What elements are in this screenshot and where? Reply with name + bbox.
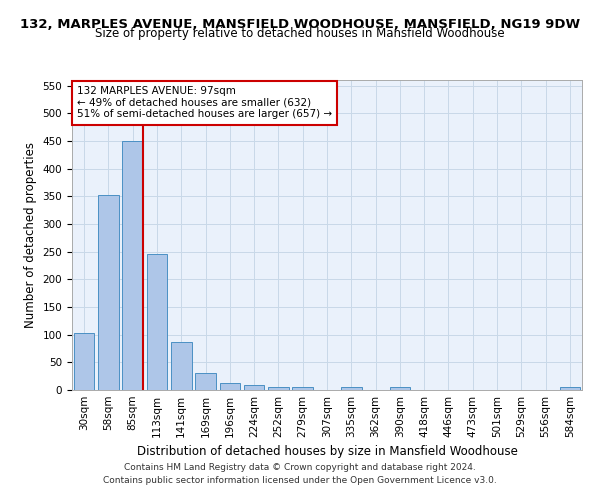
Bar bbox=[560, 387, 580, 390]
Bar bbox=[171, 342, 191, 390]
Bar bbox=[220, 383, 240, 390]
Text: Contains public sector information licensed under the Open Government Licence v3: Contains public sector information licen… bbox=[103, 476, 497, 485]
X-axis label: Distribution of detached houses by size in Mansfield Woodhouse: Distribution of detached houses by size … bbox=[137, 446, 517, 458]
Bar bbox=[244, 385, 265, 390]
Bar bbox=[146, 254, 167, 390]
Text: 132, MARPLES AVENUE, MANSFIELD WOODHOUSE, MANSFIELD, NG19 9DW: 132, MARPLES AVENUE, MANSFIELD WOODHOUSE… bbox=[20, 18, 580, 30]
Text: Size of property relative to detached houses in Mansfield Woodhouse: Size of property relative to detached ho… bbox=[95, 28, 505, 40]
Text: 132 MARPLES AVENUE: 97sqm
← 49% of detached houses are smaller (632)
51% of semi: 132 MARPLES AVENUE: 97sqm ← 49% of detac… bbox=[77, 86, 332, 120]
Y-axis label: Number of detached properties: Number of detached properties bbox=[24, 142, 37, 328]
Bar bbox=[98, 194, 119, 390]
Bar bbox=[268, 387, 289, 390]
Bar bbox=[292, 387, 313, 390]
Text: Contains HM Land Registry data © Crown copyright and database right 2024.: Contains HM Land Registry data © Crown c… bbox=[124, 464, 476, 472]
Bar bbox=[341, 387, 362, 390]
Bar bbox=[389, 387, 410, 390]
Bar bbox=[195, 374, 216, 390]
Bar bbox=[74, 333, 94, 390]
Bar bbox=[122, 141, 143, 390]
